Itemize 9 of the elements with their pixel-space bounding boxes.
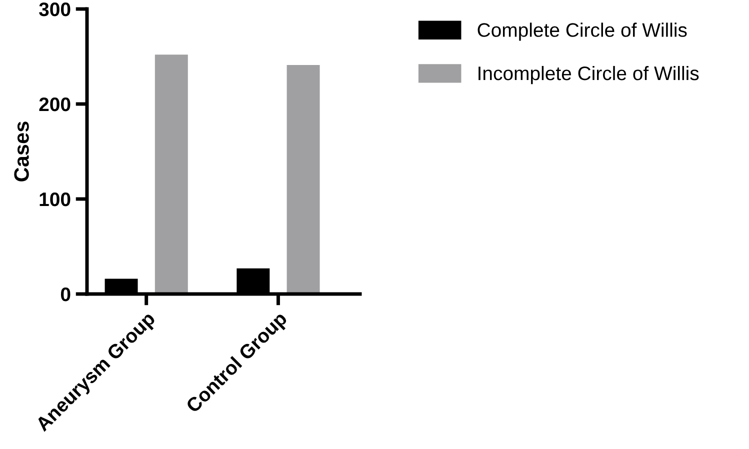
legend-label: Complete Circle of Willis bbox=[478, 22, 687, 41]
y-axis-title: Cases bbox=[14, 122, 29, 182]
y-tick-label: 200 bbox=[39, 97, 70, 112]
legend-label: Incomplete Circle of Willis bbox=[478, 66, 699, 84]
bar bbox=[286, 65, 320, 294]
bar bbox=[154, 54, 188, 294]
y-tick-label: 0 bbox=[60, 287, 70, 302]
y-tick-label: 100 bbox=[40, 192, 70, 206]
y-tick-label: 300 bbox=[39, 2, 70, 16]
